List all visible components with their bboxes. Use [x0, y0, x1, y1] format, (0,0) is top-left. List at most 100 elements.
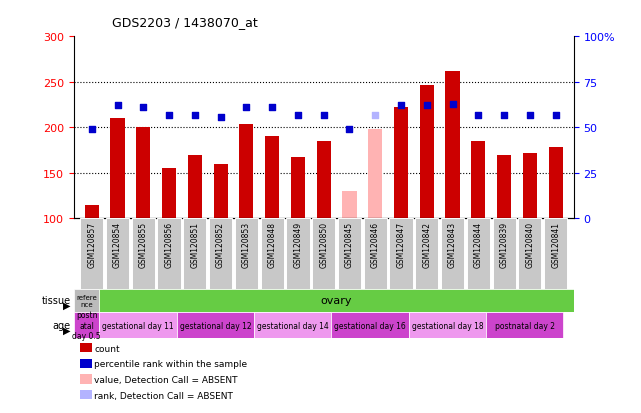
Text: tissue: tissue: [42, 295, 71, 306]
Bar: [265, 137, 279, 219]
Point: [319, 112, 329, 119]
Bar: [235, 219, 258, 289]
Point: [293, 112, 303, 119]
Text: GSM120853: GSM120853: [242, 221, 251, 267]
Bar: [162, 169, 176, 219]
Bar: [110, 119, 124, 219]
Text: gestational day 18: gestational day 18: [412, 321, 483, 330]
Text: GSM120843: GSM120843: [448, 221, 457, 267]
Text: GSM120850: GSM120850: [319, 221, 328, 267]
Bar: [445, 72, 460, 219]
Bar: [137, 128, 151, 219]
Text: postn
atal
day 0.5: postn atal day 0.5: [72, 311, 101, 340]
Bar: [497, 155, 512, 219]
Bar: [519, 219, 542, 289]
Bar: [420, 85, 434, 219]
Text: percentile rank within the sample: percentile rank within the sample: [94, 359, 247, 368]
Bar: [239, 124, 253, 219]
Text: ovary: ovary: [321, 295, 353, 306]
Point: [164, 112, 174, 119]
Bar: [331, 312, 409, 339]
Point: [499, 112, 509, 119]
Text: gestational day 16: gestational day 16: [334, 321, 406, 330]
Bar: [317, 142, 331, 219]
Bar: [363, 219, 387, 289]
Bar: [158, 219, 181, 289]
Text: GSM120844: GSM120844: [474, 221, 483, 267]
Bar: [213, 164, 228, 219]
Point: [190, 112, 200, 119]
Point: [422, 102, 432, 109]
Bar: [492, 219, 516, 289]
Bar: [415, 219, 438, 289]
Text: GSM120854: GSM120854: [113, 221, 122, 267]
Text: value, Detection Call = ABSENT: value, Detection Call = ABSENT: [94, 375, 238, 384]
Text: GSM120847: GSM120847: [397, 221, 406, 267]
Bar: [131, 219, 155, 289]
Point: [447, 101, 458, 108]
Bar: [80, 219, 103, 289]
Bar: [312, 219, 335, 289]
Bar: [544, 219, 567, 289]
Text: ▶: ▶: [63, 325, 71, 335]
Point: [112, 102, 122, 109]
Bar: [390, 219, 413, 289]
Text: GSM120855: GSM120855: [139, 221, 148, 267]
Bar: [409, 312, 486, 339]
Point: [473, 112, 483, 119]
Text: ▶: ▶: [63, 300, 71, 311]
Bar: [183, 219, 206, 289]
Point: [370, 112, 380, 119]
Bar: [85, 205, 99, 219]
Point: [138, 105, 149, 112]
Bar: [394, 108, 408, 219]
Bar: [74, 289, 99, 312]
Point: [241, 105, 251, 112]
Bar: [188, 155, 202, 219]
Bar: [486, 312, 563, 339]
Text: GSM120857: GSM120857: [87, 221, 96, 267]
Bar: [74, 312, 99, 339]
Bar: [254, 312, 331, 339]
Point: [396, 103, 406, 109]
Bar: [177, 312, 254, 339]
Bar: [523, 154, 537, 219]
Bar: [549, 148, 563, 219]
Text: GSM120852: GSM120852: [216, 221, 225, 267]
Text: postnatal day 2: postnatal day 2: [495, 321, 554, 330]
Point: [87, 126, 97, 133]
Bar: [471, 142, 485, 219]
Text: GSM120849: GSM120849: [294, 221, 303, 267]
Point: [344, 126, 354, 133]
Text: GSM120840: GSM120840: [526, 221, 535, 267]
Bar: [260, 219, 284, 289]
Text: GSM120839: GSM120839: [499, 221, 508, 267]
Bar: [342, 192, 356, 219]
Text: GDS2203 / 1438070_at: GDS2203 / 1438070_at: [112, 16, 258, 29]
Text: rank, Detection Call = ABSENT: rank, Detection Call = ABSENT: [94, 391, 233, 400]
Bar: [209, 219, 232, 289]
Bar: [287, 219, 310, 289]
Bar: [99, 312, 177, 339]
Text: refere
nce: refere nce: [76, 294, 97, 307]
Text: GSM120846: GSM120846: [370, 221, 379, 267]
Bar: [291, 158, 305, 219]
Text: GSM120851: GSM120851: [190, 221, 199, 267]
Bar: [368, 130, 382, 219]
Bar: [338, 219, 361, 289]
Point: [551, 112, 561, 119]
Text: GSM120841: GSM120841: [551, 221, 560, 267]
Text: GSM120845: GSM120845: [345, 221, 354, 267]
Point: [267, 105, 278, 112]
Text: GSM120856: GSM120856: [165, 221, 174, 267]
Point: [215, 115, 226, 121]
Text: gestational day 11: gestational day 11: [103, 321, 174, 330]
Point: [525, 112, 535, 119]
Bar: [106, 219, 129, 289]
Text: count: count: [94, 344, 120, 353]
Bar: [441, 219, 464, 289]
Text: GSM120842: GSM120842: [422, 221, 431, 267]
Text: age: age: [53, 320, 71, 330]
Text: gestational day 14: gestational day 14: [257, 321, 329, 330]
Text: GSM120848: GSM120848: [268, 221, 277, 267]
